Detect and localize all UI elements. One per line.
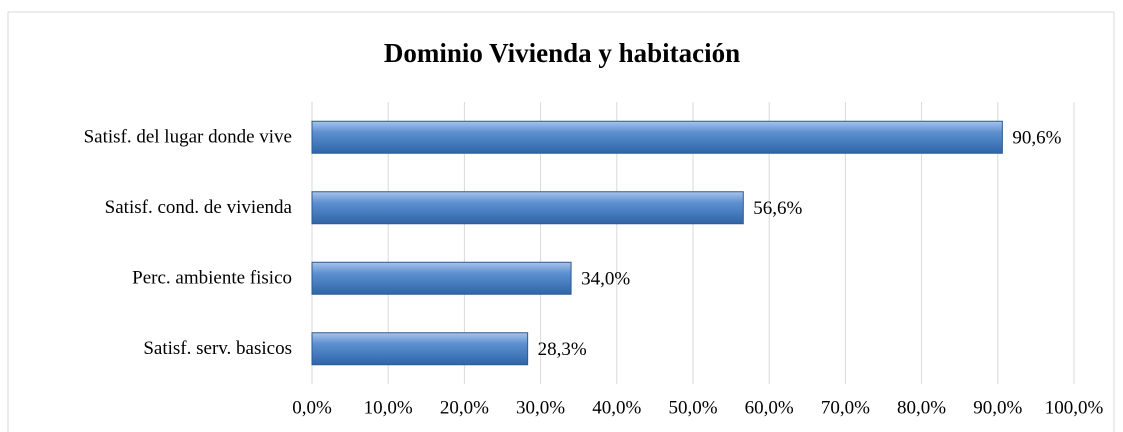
x-tick-label: 10,0% [364,397,413,418]
y-tick-label: Perc. ambiente fisico [132,268,292,289]
x-tick-label: 0,0% [292,397,332,418]
y-tick-label: Satisf. del lugar donde vive [84,127,292,148]
chart-title: Dominio Vivienda y habitación [384,38,740,68]
value-label: 28,3% [538,339,587,360]
x-tick-label: 70,0% [821,397,870,418]
value-label: 56,6% [753,198,802,219]
x-tick-label: 50,0% [668,397,717,418]
x-tick-label: 60,0% [745,397,794,418]
bar [311,332,529,366]
x-tick-label: 80,0% [897,397,946,418]
bar [311,191,744,225]
x-tick-label: 100,0% [1045,397,1104,418]
bar [311,120,1003,154]
y-tick-label: Satisf. serv. basicos [143,338,292,359]
value-label: 90,6% [1012,128,1061,149]
x-tick-label: 20,0% [440,397,489,418]
x-tick-label: 30,0% [516,397,565,418]
x-tick-label: 90,0% [973,397,1022,418]
bar [311,261,572,295]
value-label: 34,0% [581,269,630,290]
y-tick-label: Satisf. cond. de vivienda [105,197,293,218]
x-tick-label: 40,0% [592,397,641,418]
